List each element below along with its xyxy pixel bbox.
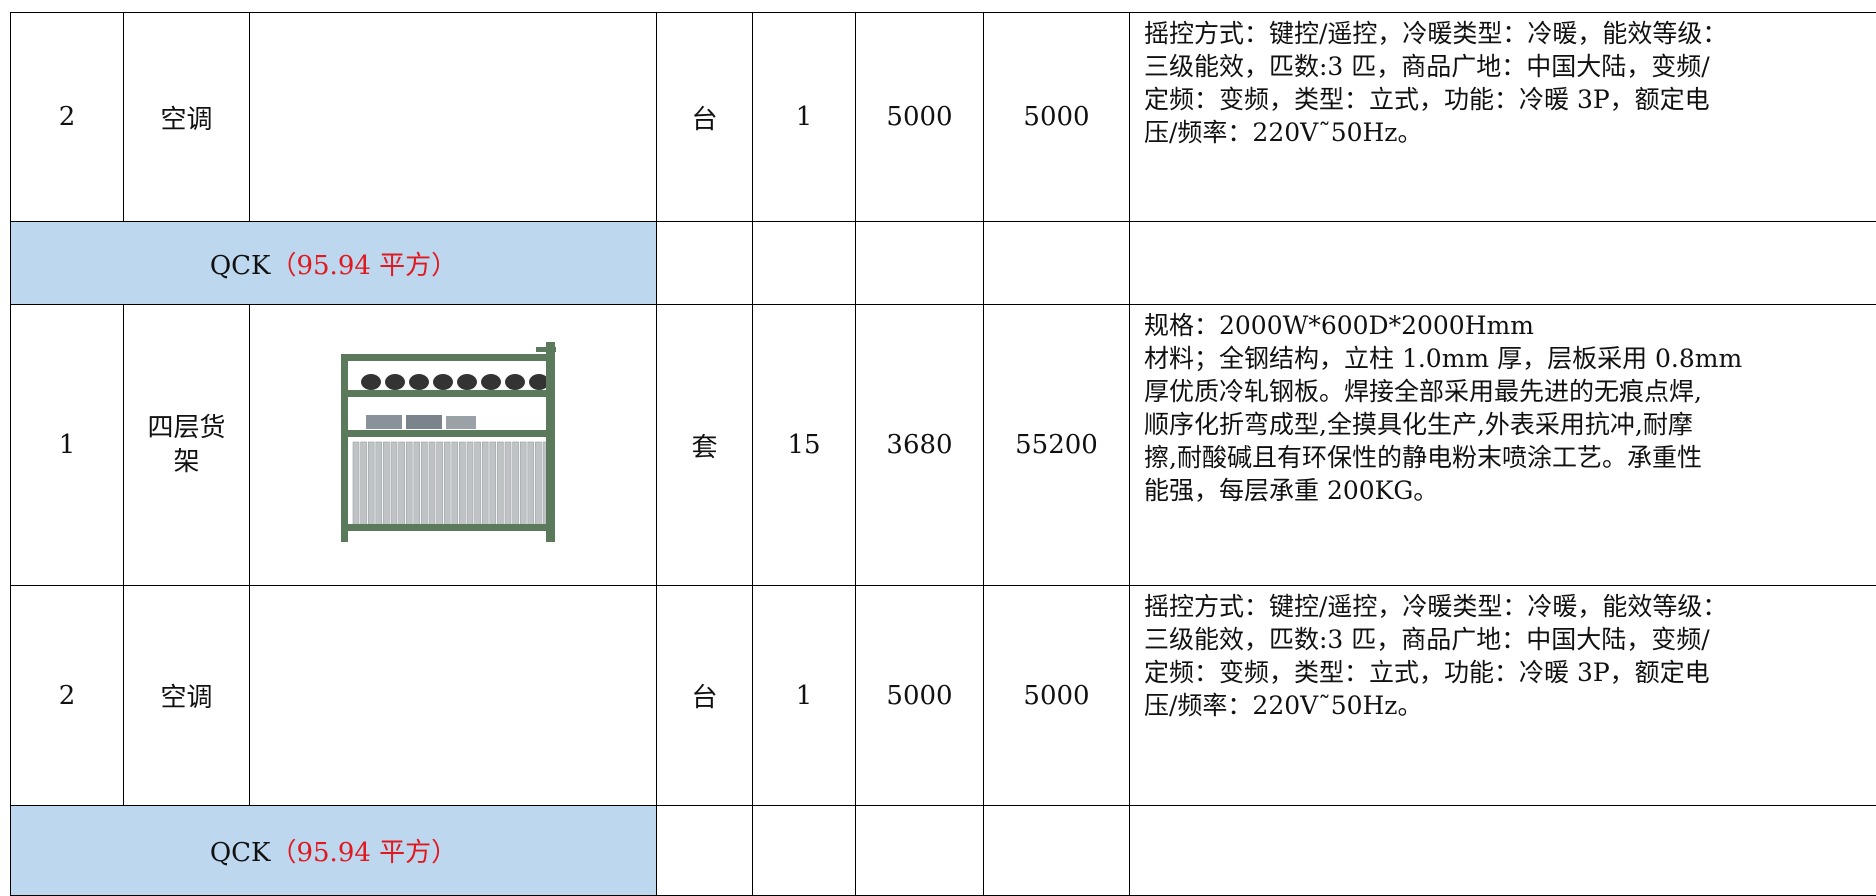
item-number: 1 — [11, 305, 124, 586]
unit-price: 3680 — [856, 305, 984, 586]
unit: 套 — [657, 305, 753, 586]
item-name: 四层货架 — [124, 305, 250, 586]
quantity: 1 — [753, 586, 856, 806]
description-line: 擦,耐酸碱且有环保性的静电粉末喷涂工艺。承重性 — [1144, 441, 1876, 474]
total-price: 5000 — [984, 586, 1130, 806]
empty-cell — [1130, 222, 1876, 305]
section-area: （95.94 平方） — [270, 838, 457, 868]
description-line: 压/频率：220V˜50Hz。 — [1144, 116, 1876, 149]
image-cell — [250, 586, 657, 806]
description-line: 规格：2000W*600D*2000Hmm — [1144, 309, 1876, 342]
empty-cell — [753, 806, 856, 896]
description-line: 摇控方式：键控/遥控，冷暖类型：冷暖，能效等级： — [1144, 17, 1876, 50]
description-line: 能强，每层承重 200KG。 — [1144, 474, 1876, 507]
empty-cell — [984, 806, 1130, 896]
image-cell — [250, 13, 657, 222]
description-line: 定频：变频，类型：立式，功能：冷暖 3P，额定电 — [1144, 83, 1876, 116]
description-line: 定频：变频，类型：立式，功能：冷暖 3P，额定电 — [1144, 656, 1876, 689]
table-row: QCK（95.94 平方） — [11, 806, 1876, 896]
shelf-image — [331, 332, 576, 552]
section-area: （95.94 平方） — [270, 251, 457, 281]
section-code: QCK — [210, 838, 271, 868]
image-cell — [250, 305, 657, 586]
item-number: 2 — [11, 13, 124, 222]
total-price: 5000 — [984, 13, 1130, 222]
section-code: QCK — [210, 251, 271, 281]
empty-cell — [753, 222, 856, 305]
description-line: 材料；全钢结构，立柱 1.0mm 厚，层板采用 0.8mm — [1144, 342, 1876, 375]
quantity: 15 — [753, 305, 856, 586]
description-line: 顺序化折弯成型,全摸具化生产,外表采用抗冲,耐摩 — [1144, 408, 1876, 441]
empty-cell — [657, 806, 753, 896]
quantity: 1 — [753, 13, 856, 222]
empty-cell — [856, 806, 984, 896]
item-number: 2 — [11, 586, 124, 806]
table-row: QCK（95.94 平方） — [11, 222, 1876, 305]
description: 摇控方式：键控/遥控，冷暖类型：冷暖，能效等级：三级能效，匹数:3 匹，商品广地… — [1130, 586, 1876, 806]
section-cell: QCK（95.94 平方） — [11, 222, 657, 305]
description-line: 三级能效，匹数:3 匹，商品广地：中国大陆，变频/ — [1144, 623, 1876, 656]
description-line: 厚优质冷轧钢板。焊接全部采用最先进的无痕点焊, — [1144, 375, 1876, 408]
empty-cell — [657, 222, 753, 305]
description-line: 压/频率：220V˜50Hz。 — [1144, 689, 1876, 722]
empty-cell — [1130, 806, 1876, 896]
item-name: 空调 — [124, 586, 250, 806]
unit-price: 5000 — [856, 13, 984, 222]
item-name: 空调 — [124, 13, 250, 222]
unit: 台 — [657, 586, 753, 806]
description: 摇控方式：键控/遥控，冷暖类型：冷暖，能效等级：三级能效，匹数:3 匹，商品广地… — [1130, 13, 1876, 222]
empty-cell — [984, 222, 1130, 305]
empty-cell — [856, 222, 984, 305]
unit: 台 — [657, 13, 753, 222]
section-cell: QCK（95.94 平方） — [11, 806, 657, 896]
unit-price: 5000 — [856, 586, 984, 806]
total-price: 55200 — [984, 305, 1130, 586]
description-line: 三级能效，匹数:3 匹，商品广地：中国大陆，变频/ — [1144, 50, 1876, 83]
description-line: 摇控方式：键控/遥控，冷暖类型：冷暖，能效等级： — [1144, 590, 1876, 623]
